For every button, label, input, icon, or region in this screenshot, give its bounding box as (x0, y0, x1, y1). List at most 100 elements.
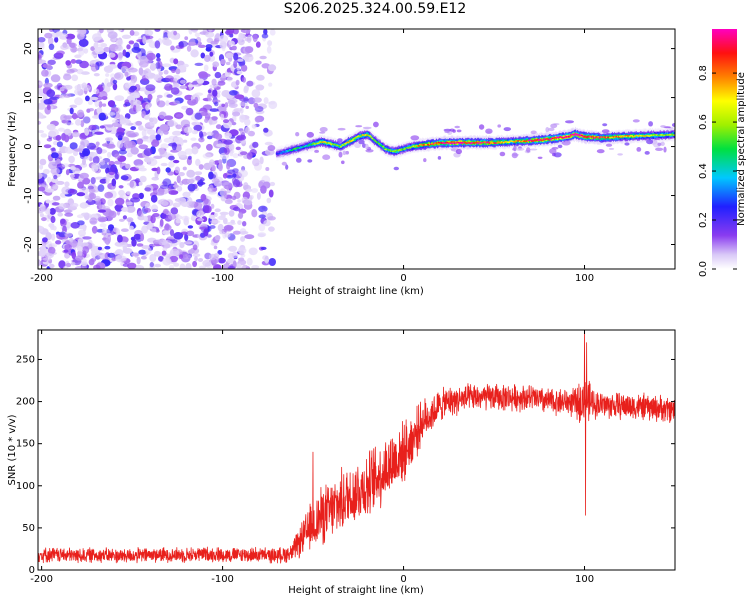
heatmap-noise-cell (150, 194, 158, 203)
heatmap-ridge-cell (568, 135, 572, 137)
heatmap-noise-cell (40, 203, 46, 212)
heatmap-noise-cell (156, 166, 161, 175)
heatmap-noise-cell (65, 33, 76, 40)
heatmap-noise-cell (143, 135, 150, 140)
heatmap-noise-cell (51, 233, 56, 241)
heatmap-noise-cell (188, 82, 193, 91)
heatmap-noise-cell (179, 85, 188, 90)
heatmap-noise-cell (48, 130, 57, 137)
heatmap-noise-cell (105, 137, 114, 142)
heatmap-noise-cell (200, 52, 206, 59)
heatmap-noise-cell (108, 112, 116, 116)
heatmap-noise-cell (48, 161, 58, 170)
heatmap-noise-cell (117, 52, 124, 59)
heatmap-noise-cell (158, 255, 164, 262)
heatmap-noise-cell (254, 116, 262, 123)
heatmap-noise-cell (197, 258, 204, 262)
heatmap-noise-cell (229, 90, 238, 96)
heatmap-ridge-spur (478, 124, 485, 130)
heatmap-noise-cell (220, 58, 226, 65)
heatmap-noise-cell (154, 40, 161, 49)
heatmap-noise-cell (81, 246, 90, 254)
heatmap-noise-cell (214, 212, 218, 217)
heatmap-noise-cell (63, 265, 69, 269)
heatmap-noise-cell (141, 225, 149, 234)
heatmap-noise-cell (164, 115, 174, 120)
heatmap-noise-cell (241, 264, 249, 269)
heatmap-noise-cell (232, 111, 241, 117)
heatmap-noise-cell (131, 238, 137, 247)
heatmap-noise-cell (64, 252, 71, 259)
heatmap-noise-cell (79, 172, 89, 179)
heatmap-noise-cell (243, 200, 253, 206)
heatmap-noise-cell (149, 117, 154, 123)
heatmap-noise-cell (172, 130, 182, 136)
heatmap-noise-cell (88, 124, 97, 131)
heatmap-noise-cell (43, 98, 53, 105)
heatmap-noise-cell (108, 210, 117, 219)
heatmap-noise-cell (146, 138, 153, 143)
heatmap-noise-cell (150, 214, 156, 224)
heatmap-noise-cell (133, 233, 142, 240)
heatmap-noise-cell (251, 188, 259, 193)
heatmap-noise-cell (38, 88, 44, 95)
heatmap-noise-cell (224, 147, 230, 155)
heatmap-ridge-spur (644, 151, 650, 155)
heatmap-ridge-cell (535, 139, 538, 142)
heatmap-noise-cell (163, 240, 173, 249)
heatmap-noise-cell (196, 78, 205, 84)
snr-series (38, 330, 675, 564)
heatmap-noise-cell (99, 204, 106, 211)
heatmap-noise-cell (74, 97, 83, 106)
heatmap-noise-cell (218, 159, 223, 165)
heatmap-noise-cell (235, 146, 241, 151)
heatmap-noise-cell (224, 132, 232, 139)
heatmap-noise-cell (232, 206, 241, 212)
heatmap-noise-cell (247, 130, 255, 137)
heatmap-noise-cell (246, 34, 252, 44)
heatmap-noise-cell (153, 250, 161, 257)
heatmap-noise-cell (98, 112, 107, 121)
heatmap-noise-cell (119, 119, 125, 125)
heatmap-noise-cell (70, 165, 76, 170)
heatmap-noise-cell (76, 84, 81, 92)
heatmap-noise-cell (173, 232, 184, 240)
y-tick-label: -10 (23, 187, 34, 203)
heatmap-noise-cell (198, 137, 205, 143)
heatmap-noise-cell (238, 32, 244, 41)
heatmap-noise-cell (55, 180, 65, 185)
heatmap-noise-cell (75, 59, 83, 64)
heatmap-noise-cell (102, 103, 107, 107)
heatmap-noise-cell (82, 158, 86, 166)
heatmap-noise-cell (88, 108, 95, 112)
heatmap-noise-cell (162, 152, 172, 158)
heatmap-noise-cell (120, 258, 127, 262)
heatmap-noise-cell (231, 45, 237, 51)
heatmap-noise-cell (63, 209, 73, 213)
y-tick-label: 150 (16, 439, 35, 450)
heatmap-noise-cell (105, 73, 110, 77)
heatmap-noise-cell (187, 249, 195, 254)
heatmap-noise-cell (228, 143, 233, 151)
heatmap-noise-cell (76, 192, 86, 197)
heatmap-noise-cell (121, 34, 131, 39)
heatmap-noise-cell (52, 195, 61, 201)
heatmap-noise-cell (76, 29, 85, 34)
heatmap-noise-cell (226, 221, 236, 226)
heatmap-noise-cell (56, 50, 65, 56)
heatmap-noise-cell (221, 103, 226, 108)
heatmap-noise-cell (209, 225, 216, 229)
heatmap-ridge-cell (339, 146, 342, 148)
heatmap-noise-cell (144, 157, 151, 163)
heatmap-noise-cell (83, 48, 89, 54)
heatmap-ridge-spur (314, 149, 319, 153)
heatmap-ridge-spur (454, 125, 461, 129)
heatmap-ridge-spur (296, 157, 302, 163)
heatmap-noise-cell (131, 252, 140, 257)
heatmap-noise-cell (149, 261, 154, 268)
heatmap-noise-cell (120, 65, 129, 73)
heatmap-ridge-cell (388, 149, 391, 151)
heatmap-noise-cell (196, 210, 205, 218)
heatmap-noise-cell (96, 107, 103, 115)
heatmap-ridge-cell (397, 150, 400, 152)
